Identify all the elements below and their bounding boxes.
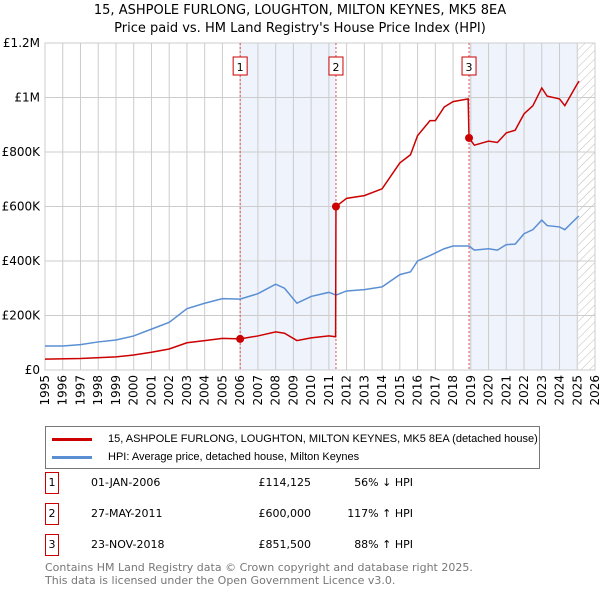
x-tick-label: 2009	[286, 375, 300, 406]
sale-date: 27-MAY-2011	[91, 507, 163, 520]
y-tick-label: £800K	[2, 145, 42, 159]
x-tick-label: 2002	[162, 375, 176, 406]
series-line	[45, 215, 580, 347]
sale-row: 1 01-JAN-2006 £114,125 56% ↓ HPI	[45, 472, 445, 494]
x-tick-label: 2022	[517, 375, 531, 406]
legend: 15, ASHPOLE FURLONG, LOUGHTON, MILTON KE…	[45, 426, 540, 469]
x-tick-label: 2019	[464, 375, 478, 406]
x-tick-label: 2012	[340, 375, 354, 406]
x-tick-label: 2023	[535, 375, 549, 406]
sale-marker-number: 3	[466, 61, 473, 74]
sale-price: £114,125	[258, 476, 312, 489]
x-tick-label: 2014	[375, 375, 389, 406]
x-tick-label: 2008	[269, 375, 283, 406]
x-tick-label: 1995	[38, 375, 52, 406]
x-tick-label: 1996	[56, 375, 70, 406]
plot-frame	[44, 42, 596, 371]
legend-swatch	[52, 437, 92, 441]
legend-item-price: 15, ASHPOLE FURLONG, LOUGHTON, MILTON KE…	[52, 432, 538, 446]
sale-marker-badge: 2	[45, 503, 59, 525]
sale-hpi-diff: 88% ↑ HPI	[354, 538, 413, 551]
x-tick-label: 2011	[322, 375, 336, 406]
x-tick-label: 2010	[304, 375, 318, 406]
x-tick-label: 2003	[180, 375, 194, 406]
y-tick-label: £0	[25, 363, 40, 377]
sale-marker-box	[461, 56, 477, 76]
x-tick-label: 2021	[499, 375, 513, 406]
sale-date: 23-NOV-2018	[91, 538, 165, 551]
x-tick-label: 2025	[570, 375, 584, 406]
sale-marker-box	[328, 56, 344, 76]
sale-row: 3 23-NOV-2018 £851,500 88% ↑ HPI	[45, 534, 445, 556]
chart-title: 15, ASHPOLE FURLONG, LOUGHTON, MILTON KE…	[93, 3, 507, 18]
sale-row: 2 27-MAY-2011 £600,000 117% ↑ HPI	[45, 503, 445, 525]
x-tick-label: 2006	[233, 375, 247, 406]
chart: 1995 1996 1997 1998 1999 2000 2001 2002 2003 2004…	[2, 36, 600, 406]
x-tick-label: 1999	[109, 375, 123, 406]
legend-label: HPI: Average price, detached house, Milt…	[108, 451, 360, 463]
x-tick-label: 1998	[91, 375, 105, 406]
sale-point	[465, 133, 474, 142]
footer-line: This data is licensed under the Open Gov…	[45, 574, 396, 587]
sale-marker-number: 1	[237, 61, 244, 74]
x-tick-label: 2000	[127, 375, 141, 406]
x-tick-label: 2013	[357, 375, 371, 406]
sale-marker-badge: 1	[45, 472, 59, 494]
sale-price: £600,000	[258, 507, 312, 520]
chart-subtitle: Price paid vs. HM Land Registry's House …	[114, 21, 486, 36]
footer: Contains HM Land Registry data © Crown c…	[45, 561, 473, 587]
x-tick-label: 1997	[73, 375, 87, 406]
x-tick-label: 2018	[446, 375, 460, 406]
sale-hpi-diff: 56% ↓ HPI	[354, 476, 413, 489]
sale-point	[331, 202, 340, 211]
footer-line: Contains HM Land Registry data © Crown c…	[45, 561, 473, 574]
y-tick-label: £200K	[2, 309, 42, 323]
legend-swatch	[52, 455, 92, 459]
x-tick-label: 2017	[428, 375, 442, 406]
sale-marker-number: 2	[332, 61, 339, 74]
sale-date: 01-JAN-2006	[91, 476, 161, 489]
x-tick-label: 2007	[251, 375, 265, 406]
y-tick-label: £600K	[2, 200, 42, 214]
x-tick-label: 2004	[198, 375, 212, 406]
y-tick-label: £1.2M	[3, 36, 40, 50]
x-tick-label: 2020	[482, 375, 496, 406]
series-line	[44, 80, 580, 360]
sale-point	[236, 334, 245, 343]
x-tick-label: 2024	[553, 375, 567, 406]
x-tick-label: 2026	[588, 375, 600, 406]
sale-price: £851,500	[258, 538, 312, 551]
y-tick-label: £400K	[2, 254, 42, 268]
sale-hpi-diff: 117% ↑ HPI	[347, 507, 413, 520]
sale-marker-badge: 3	[45, 534, 59, 556]
legend-item-hpi: HPI: Average price, detached house, Milt…	[52, 450, 359, 464]
x-tick-label: 2016	[411, 375, 425, 406]
legend-label: 15, ASHPOLE FURLONG, LOUGHTON, MILTON KE…	[108, 433, 538, 445]
x-tick-label: 2001	[144, 375, 158, 406]
x-tick-label: 2005	[215, 375, 229, 406]
x-tick-label: 2015	[393, 375, 407, 406]
y-tick-label: £1M	[14, 91, 40, 105]
sale-marker-box	[232, 56, 248, 76]
